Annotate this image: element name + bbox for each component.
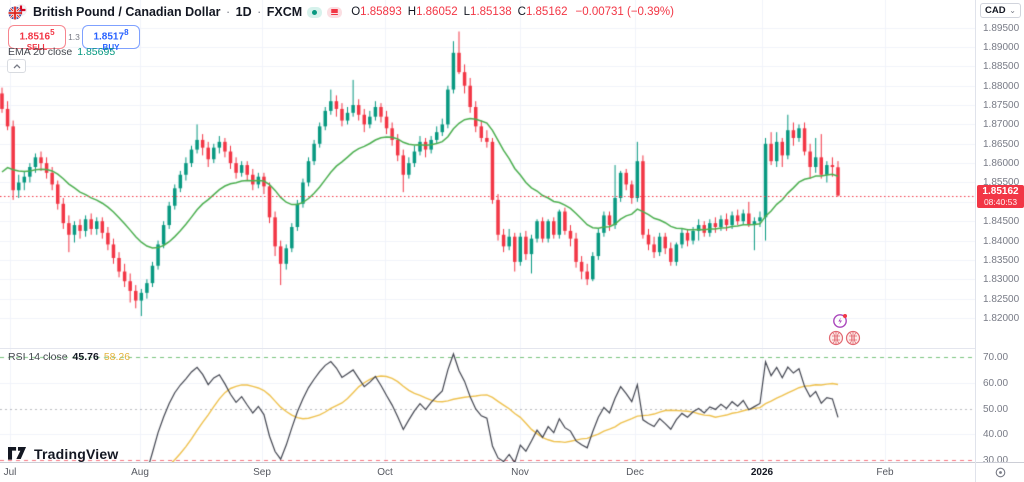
symbol-flag-icon [8,4,28,20]
ohlc-readout: O1.85893 H1.86052 L1.85138 C1.85162 −0.0… [351,6,674,18]
collapse-legend-button[interactable] [7,59,26,73]
low-value: 1.85138 [470,6,512,18]
pane-divider[interactable] [0,348,975,349]
price-tick-label: 1.86500 [983,138,1020,150]
rsi-ma-value: 58.26 [103,351,131,363]
rsi-indicator-legend[interactable]: RSI 14 close 45.76 58.26 [8,351,131,363]
time-axis-label: Aug [131,467,149,478]
economic-event-icons[interactable] [828,330,862,346]
price-tick-label: 1.88500 [983,61,1020,73]
price-tick-label: 1.85500 [983,177,1020,189]
price-tick-label: 1.82000 [983,312,1020,324]
change-value: −0.00731 (−0.39%) [575,6,674,18]
axis-settings-icon [995,467,1005,477]
time-axis-label: Jul [3,467,17,478]
exchange-label[interactable]: FXCM [266,5,303,19]
price-tick-label: 1.84000 [983,235,1020,247]
rsi-chart-canvas[interactable] [0,349,975,462]
sell-button[interactable]: 1.85165 SELL [8,25,66,52]
ema-value: 1.85695 [77,46,116,58]
rsi-tick-label: 70.00 [983,352,1009,363]
close-value: 1.85162 [525,6,568,18]
spread-value: 1.3 [68,32,80,42]
time-axis-label: 2026 [750,467,774,478]
price-chart-canvas[interactable] [0,0,975,349]
notifications-icon[interactable] [327,6,343,18]
chevron-up-icon [13,63,20,68]
currency-dropdown[interactable]: CAD ⌄ [980,3,1021,18]
time-axis-label: Dec [626,467,644,478]
ema-indicator-legend[interactable]: EMA 20 close 1.85695 [8,46,116,58]
price-tick-label: 1.83000 [983,274,1020,286]
high-value: 1.86052 [416,6,458,18]
price-tick-label: 1.87500 [983,100,1020,112]
tradingview-mark-icon [8,447,27,460]
open-value: 1.85893 [360,6,402,18]
rsi-tick-label: 40.00 [983,429,1009,441]
interval-label[interactable]: 1D [235,5,252,19]
symbol-title[interactable]: British Pound / Canadian Dollar · 1D · F… [33,5,303,19]
bar-countdown: 08:40:53 [983,197,1018,207]
buy-button[interactable]: 1.85178 BUY [82,25,140,52]
price-tick-label: 1.86000 [983,158,1020,170]
time-axis-label: Feb [876,467,894,478]
tradingview-logo[interactable]: TradingView [8,446,118,462]
event-markers [828,313,864,347]
chevron-down-icon: ⌄ [1009,5,1016,15]
price-tick-label: 1.89000 [983,41,1020,53]
rsi-tick-label: 50.00 [983,403,1009,415]
price-tick-label: 1.89500 [983,22,1020,34]
time-axis[interactable]: Jul Aug Sep Oct Nov Dec 2026 Feb [0,462,1024,482]
rsi-tick-label: 30.00 [983,455,1009,467]
axis-settings-corner[interactable] [975,462,1024,482]
last-price-badge: 1.85162 08:40:53 [977,185,1024,208]
price-axis[interactable]: CAD ⌄ 1.89500 1.89000 1.88500 1.88000 1.8750… [975,0,1024,466]
time-axis-label: Sep [253,467,271,478]
market-status-icon[interactable] [307,6,323,18]
rsi-value: 45.76 [72,351,99,363]
flash-event-icon[interactable] [832,313,848,334]
symbol-name[interactable]: British Pound / Canadian Dollar [33,5,221,19]
price-tick-label: 1.83500 [983,254,1020,266]
price-tick-label: 1.82500 [983,293,1020,305]
price-tick-label: 1.88000 [983,80,1020,92]
time-axis-label: Oct [377,467,393,478]
price-tick-label: 1.84500 [983,216,1020,228]
rsi-tick-label: 60.00 [983,377,1009,389]
price-tick-label: 1.87000 [983,119,1020,131]
time-axis-label: Nov [511,467,529,478]
